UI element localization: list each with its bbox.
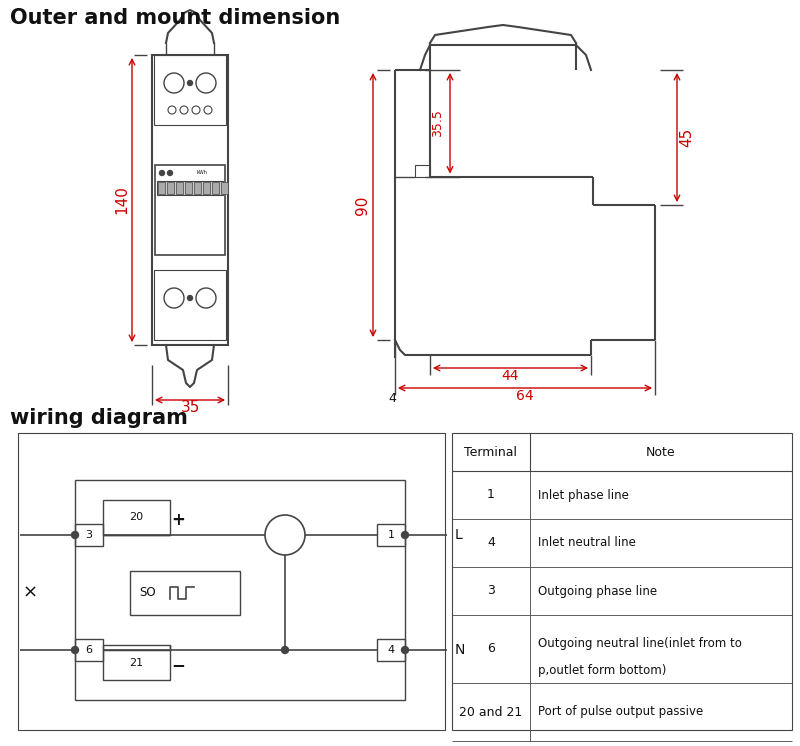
Text: N: N	[455, 643, 466, 657]
Circle shape	[402, 531, 409, 539]
Circle shape	[180, 106, 188, 114]
Circle shape	[164, 288, 184, 308]
Bar	[157, 181, 223, 195]
Bar	[194, 182, 201, 194]
Text: Inlet phase line: Inlet phase line	[538, 489, 629, 501]
Text: 3: 3	[86, 530, 93, 540]
Bar	[103, 500, 170, 535]
Bar	[75, 524, 103, 546]
Text: Inlet neutral line: Inlet neutral line	[538, 536, 636, 550]
Text: kWh: kWh	[197, 171, 207, 175]
Circle shape	[192, 106, 200, 114]
Text: Port of pulse output passive: Port of pulse output passive	[538, 706, 703, 718]
Bar	[221, 182, 228, 194]
Text: 6: 6	[86, 645, 93, 655]
Bar	[452, 433, 792, 730]
Circle shape	[196, 73, 216, 93]
Text: 44: 44	[502, 369, 519, 383]
Text: 20 and 21: 20 and 21	[459, 706, 522, 718]
Bar	[130, 571, 240, 615]
Text: 21: 21	[130, 657, 143, 668]
Text: 6: 6	[487, 642, 495, 656]
Text: Note: Note	[646, 445, 676, 459]
Text: wiring diagram: wiring diagram	[10, 408, 188, 428]
Bar	[75, 480, 405, 700]
Circle shape	[265, 515, 305, 555]
Circle shape	[71, 647, 78, 653]
Text: 140: 140	[114, 186, 130, 214]
Bar	[154, 55, 226, 125]
Text: 64: 64	[516, 389, 534, 403]
Text: Outgoing phase line: Outgoing phase line	[538, 585, 657, 598]
Text: 45: 45	[679, 128, 694, 147]
Bar	[154, 270, 226, 340]
Text: L: L	[455, 528, 462, 542]
Text: 4: 4	[388, 392, 396, 404]
Text: 35.5: 35.5	[431, 110, 445, 137]
Bar	[103, 645, 170, 680]
Bar	[176, 182, 183, 194]
Bar	[167, 182, 174, 194]
Circle shape	[71, 531, 78, 539]
Bar	[203, 182, 210, 194]
Circle shape	[196, 288, 216, 308]
Circle shape	[402, 647, 409, 653]
Text: Outer and mount dimension: Outer and mount dimension	[10, 8, 340, 28]
Bar	[155, 165, 225, 255]
Text: 1: 1	[387, 530, 394, 540]
Text: SO: SO	[140, 586, 156, 599]
Text: 4: 4	[487, 536, 495, 550]
Bar	[212, 182, 219, 194]
Bar	[158, 182, 165, 194]
Bar	[377, 639, 405, 661]
Bar	[18, 433, 445, 730]
Bar	[415, 165, 430, 177]
Bar	[185, 182, 192, 194]
Circle shape	[159, 171, 165, 175]
Text: p,outlet form bottom): p,outlet form bottom)	[538, 664, 666, 677]
Circle shape	[282, 647, 289, 653]
Text: 1: 1	[487, 489, 495, 501]
Text: 90: 90	[355, 195, 370, 215]
Bar	[75, 639, 103, 661]
Text: Outgoing neutral line(inlet from to: Outgoing neutral line(inlet from to	[538, 637, 742, 650]
Text: 3: 3	[487, 585, 495, 598]
Circle shape	[204, 106, 212, 114]
Bar	[377, 524, 405, 546]
Circle shape	[168, 106, 176, 114]
Text: 35: 35	[180, 401, 200, 416]
Text: ×: ×	[22, 583, 38, 601]
Circle shape	[167, 171, 173, 175]
Text: 20: 20	[130, 513, 143, 522]
Text: Terminal: Terminal	[465, 445, 518, 459]
Text: −: −	[171, 656, 185, 674]
Bar	[152, 55, 228, 345]
Circle shape	[187, 295, 193, 301]
Text: 4: 4	[387, 645, 394, 655]
Circle shape	[187, 81, 193, 86]
Circle shape	[164, 73, 184, 93]
Text: +: +	[171, 511, 185, 529]
